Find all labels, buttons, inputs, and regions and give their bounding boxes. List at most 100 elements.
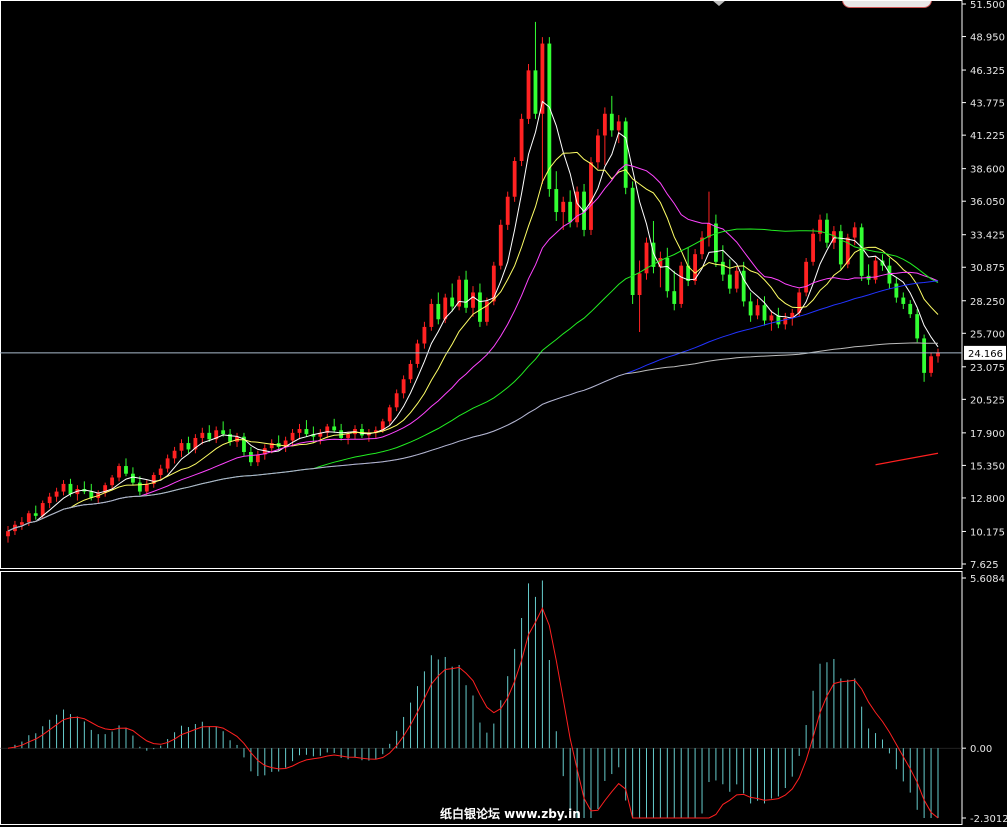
candle-body: [450, 297, 455, 307]
candle-body: [651, 242, 656, 267]
candle-body: [714, 223, 718, 262]
candle-body: [707, 223, 711, 238]
candle-body: [852, 227, 857, 238]
candle-body: [103, 485, 108, 493]
candle-body: [797, 292, 802, 313]
price-tick-label: 17.900: [970, 429, 1005, 440]
candle-body: [686, 265, 691, 281]
candle-body: [422, 326, 427, 344]
macd-tick-label: 5.6084: [970, 574, 1005, 585]
candle-body: [672, 291, 677, 304]
candle-body: [637, 273, 642, 296]
price-tick-label: 28.250: [970, 297, 1005, 308]
candle-body: [158, 468, 163, 475]
candle-body: [602, 113, 607, 136]
macd-tick-label: -2.3012: [970, 814, 1007, 825]
candle-body: [762, 305, 767, 321]
price-tick-label: 15.350: [970, 461, 1005, 472]
candle-body: [887, 265, 892, 284]
price-tick-label: 36.050: [970, 197, 1005, 208]
candle-body: [880, 260, 885, 266]
candle-body: [117, 466, 121, 478]
candle-body: [429, 303, 434, 327]
candle-body: [665, 257, 670, 292]
candle-body: [373, 430, 378, 433]
candle-body: [505, 196, 510, 225]
candle-body: [491, 265, 496, 302]
toolbar-dropdown-arrow-icon[interactable]: [712, 0, 726, 6]
candle-body: [186, 443, 191, 450]
candle-body: [193, 437, 198, 450]
candle-body: [741, 270, 746, 302]
candle-body: [838, 231, 843, 265]
candle-body: [547, 43, 552, 190]
candle-body: [901, 297, 906, 304]
candle-body: [144, 483, 149, 492]
candle-body: [734, 270, 739, 289]
candle-body: [290, 432, 295, 441]
price-tick-label: 20.525: [970, 395, 1005, 406]
candle-body: [533, 70, 538, 114]
candle-body: [318, 432, 323, 437]
candle-body: [922, 338, 927, 373]
candle-body: [845, 237, 850, 265]
candle-body: [131, 473, 135, 483]
candle-body: [207, 432, 212, 440]
ma10-line: [7, 151, 939, 532]
price-tick-label: 41.225: [970, 131, 1005, 142]
candle-body: [873, 260, 878, 280]
candle-body: [332, 426, 337, 431]
candle-body: [311, 434, 316, 437]
candle-body: [623, 121, 628, 188]
price-tick-label: 51.500: [970, 0, 1005, 11]
candle-body: [165, 458, 170, 469]
price-tick-label: 38.600: [970, 165, 1005, 176]
candle-body: [825, 219, 829, 243]
candle-body: [755, 305, 760, 316]
candle-body: [172, 450, 177, 459]
candle-body: [262, 448, 267, 455]
candle-body: [242, 436, 246, 452]
candle-body: [589, 162, 593, 230]
candle-body: [346, 434, 350, 438]
macd-signal-line: [7, 606, 939, 819]
candle-body: [339, 430, 344, 438]
candle-body: [380, 421, 385, 431]
candle-body: [609, 113, 614, 131]
candle-body: [596, 135, 600, 163]
candle-body: [47, 496, 52, 504]
extra-red-line: [875, 452, 939, 466]
candle-body: [498, 224, 503, 266]
price-tick-label: 12.800: [970, 494, 1005, 505]
candle-body: [512, 160, 517, 197]
candle-body: [776, 315, 781, 325]
price-tick-label: 10.175: [970, 527, 1005, 538]
candle-body: [325, 426, 330, 433]
price-tick-label: 43.775: [970, 99, 1005, 110]
candle-body: [478, 292, 482, 322]
candle-body: [255, 454, 260, 463]
candle-body: [394, 393, 399, 408]
candle-body: [40, 503, 45, 516]
candle-body: [249, 452, 253, 463]
ma20-line: [7, 164, 939, 532]
candle-body: [179, 443, 184, 451]
candle-body: [484, 301, 489, 322]
candle-body: [228, 434, 232, 442]
candle-body: [894, 283, 899, 298]
candle-body: [214, 430, 219, 440]
candle-body: [769, 315, 774, 321]
price-panel-frame: [0, 0, 963, 569]
candle-body: [283, 440, 288, 447]
candle-body: [297, 429, 302, 433]
candle-body: [19, 522, 24, 525]
candle-body: [6, 531, 10, 537]
candle-body: [68, 483, 73, 495]
candle-body: [575, 191, 580, 223]
candle-body: [568, 201, 573, 223]
candle-body: [221, 430, 226, 435]
ma250-line: [7, 342, 938, 532]
candle-body: [89, 491, 94, 498]
candle-body: [304, 429, 309, 435]
price-tick-label: 46.325: [970, 66, 1005, 77]
